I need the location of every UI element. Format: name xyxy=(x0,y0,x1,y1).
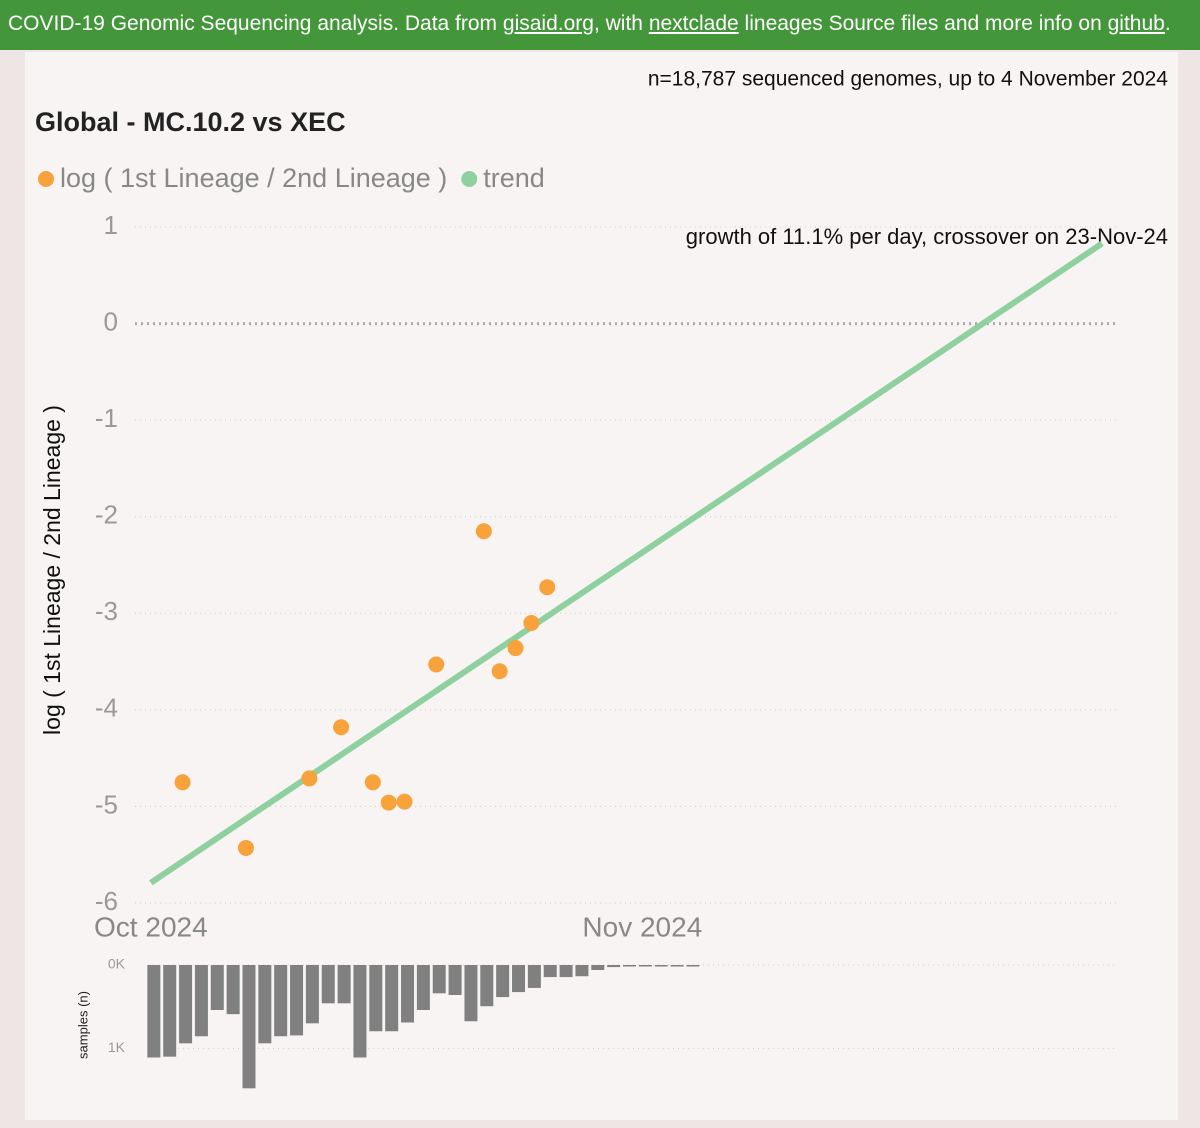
y-tick-label: -3 xyxy=(95,596,118,626)
bar xyxy=(480,965,494,1007)
bar xyxy=(179,965,193,1044)
data-point xyxy=(380,794,397,811)
bar xyxy=(591,965,605,970)
data-point xyxy=(396,793,413,810)
legend-label: trend xyxy=(483,163,545,193)
annotation: growth of 11.1% per day, crossover on 23… xyxy=(686,224,1168,249)
bar xyxy=(416,965,430,1010)
header-link[interactable]: github xyxy=(1107,12,1165,35)
y-tick-label: -1 xyxy=(95,403,118,433)
x-tick-label: Nov 2024 xyxy=(582,911,702,942)
bar xyxy=(210,965,224,1010)
legend-marker xyxy=(38,171,54,187)
header-text: , with xyxy=(593,12,649,35)
y-axis-label: log ( 1st Lineage / 2nd Lineage ) xyxy=(39,405,65,735)
data-point xyxy=(174,774,191,791)
header-text: . xyxy=(1164,12,1171,35)
bar xyxy=(496,965,510,998)
bar xyxy=(305,965,319,1024)
bar xyxy=(290,965,304,1036)
y-tick-label: -5 xyxy=(95,789,118,819)
data-point xyxy=(301,770,318,787)
y-axis-label: samples (n) xyxy=(75,991,90,1059)
bar xyxy=(258,965,272,1044)
data-point xyxy=(491,663,508,680)
bar xyxy=(226,965,240,1015)
header-link[interactable]: gisaid.org xyxy=(502,12,594,35)
bar xyxy=(670,965,684,967)
data-point xyxy=(539,579,556,596)
x-tick-label: Oct 2024 xyxy=(94,911,208,942)
bar xyxy=(607,965,621,968)
y-tick-label: -6 xyxy=(95,886,118,916)
subtitle: n=18,787 sequenced genomes, up to 4 Nove… xyxy=(648,68,1168,91)
y-tick-label: 1K xyxy=(108,1039,126,1055)
data-point xyxy=(333,719,350,736)
data-point xyxy=(507,640,524,657)
bar xyxy=(575,965,589,977)
data-point xyxy=(364,774,381,791)
data-point xyxy=(428,656,445,673)
bar xyxy=(432,965,446,994)
y-tick-label: -4 xyxy=(95,693,118,723)
bar xyxy=(527,965,541,988)
bar xyxy=(194,965,208,1037)
bar xyxy=(385,965,399,1032)
bar xyxy=(163,965,177,1057)
bar xyxy=(654,965,668,967)
bar xyxy=(448,965,462,995)
bar xyxy=(464,965,478,1022)
bar xyxy=(686,965,700,967)
header-text: lineages Source files and more info on xyxy=(738,12,1108,35)
panel xyxy=(25,52,1178,1120)
header-text: COVID-19 Genomic Sequencing analysis. Da… xyxy=(8,12,503,35)
legend-marker xyxy=(461,171,478,187)
y-tick-label: 0K xyxy=(108,956,126,972)
header-bar: COVID-19 Genomic Sequencing analysis. Da… xyxy=(0,0,1200,50)
bar xyxy=(147,965,161,1058)
bar xyxy=(543,965,557,978)
bar xyxy=(401,965,415,1023)
bar xyxy=(369,965,383,1032)
bar xyxy=(638,965,652,967)
bar xyxy=(321,965,335,1004)
bar xyxy=(242,965,256,1089)
data-point xyxy=(475,523,492,540)
data-point xyxy=(237,839,254,856)
bar xyxy=(559,965,573,978)
bar xyxy=(337,965,351,1004)
bar xyxy=(623,965,636,967)
y-tick-label: 0 xyxy=(104,306,118,336)
y-tick-label: 1 xyxy=(104,210,118,240)
chart-title: Global - MC.10.2 vs XEC xyxy=(35,107,346,137)
legend-label: log ( 1st Lineage / 2nd Lineage ) xyxy=(60,163,447,193)
data-point xyxy=(523,614,540,631)
y-tick-label: -2 xyxy=(95,500,118,530)
bar xyxy=(353,965,367,1058)
bar xyxy=(512,965,526,993)
header-link[interactable]: nextclade xyxy=(648,12,739,35)
bar xyxy=(274,965,288,1037)
